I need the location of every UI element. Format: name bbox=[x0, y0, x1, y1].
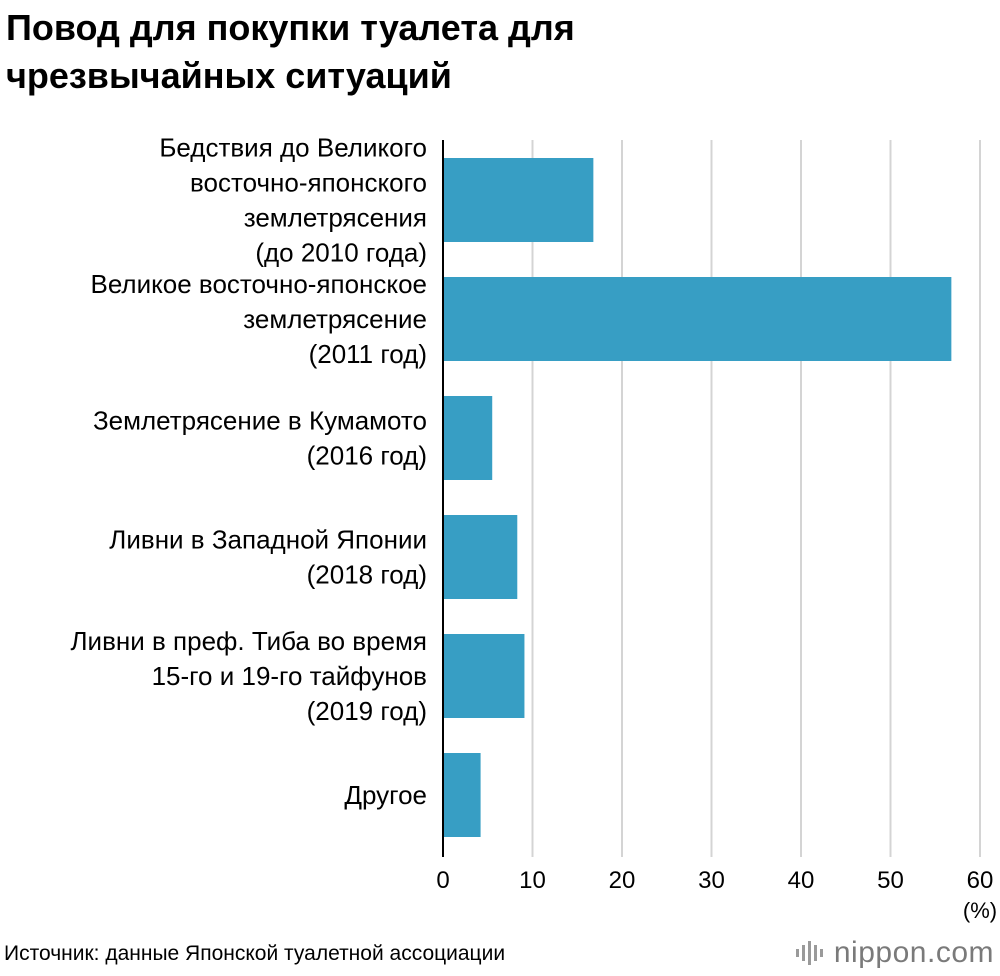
bar-0 bbox=[443, 158, 594, 242]
category-label-3-line-1: (2018 год) bbox=[307, 560, 427, 590]
brand-wordmark: nippon.com bbox=[834, 936, 994, 970]
category-label-0-line-0: Бедствия до Великого bbox=[159, 133, 427, 163]
category-label-1-line-1: землетрясение bbox=[243, 304, 427, 334]
brand-dot: . bbox=[926, 936, 936, 969]
category-label-1-line-2: (2011 год) bbox=[309, 339, 427, 369]
category-label-1: Великое восточно-японское землетрясение (2… bbox=[90, 269, 427, 369]
category-label-0-line-3: (до 2010 года) bbox=[255, 238, 427, 268]
category-label-0-line-2: землетрясения bbox=[244, 203, 427, 233]
x-tick-label-0: 0 bbox=[436, 867, 449, 894]
chart-title: Повод для покупки туалета для чрезвычайн… bbox=[6, 4, 706, 100]
category-label-0-line-1: восточно-японского bbox=[190, 168, 427, 198]
x-tick-label-20: 20 bbox=[609, 867, 636, 894]
category-label-2-line-1: (2016 год) bbox=[307, 441, 427, 471]
x-tick-label-50: 50 bbox=[877, 867, 904, 894]
chart-title-line-2: чрезвычайных ситуаций bbox=[6, 55, 452, 96]
category-label-5: Другое bbox=[344, 780, 427, 810]
nippon-logo-icon bbox=[795, 941, 823, 965]
category-label-4-line-0: Ливни в преф. Тиба во время bbox=[70, 626, 427, 656]
category-label-0: Бедствия до Великого восточно-японского зе… bbox=[159, 133, 427, 268]
bar-1 bbox=[443, 277, 952, 361]
x-axis-unit-label: (%) bbox=[963, 898, 997, 923]
x-tick-label-60: 60 bbox=[967, 867, 994, 894]
bar-2 bbox=[443, 396, 493, 480]
bar-4 bbox=[443, 634, 525, 718]
category-label-1-line-0: Великое восточно-японское bbox=[90, 269, 427, 299]
bar-3 bbox=[443, 515, 518, 599]
brand-name: nippon bbox=[833, 936, 927, 969]
category-label-4-line-2: (2019 год) bbox=[307, 696, 427, 726]
bar-5 bbox=[443, 753, 481, 837]
brand-logo: nippon.com bbox=[794, 936, 994, 970]
category-label-2: Землетрясение в Кумамото (2016 год) bbox=[93, 406, 427, 471]
category-label-4: Ливни в преф. Тиба во время 15-го и 19-го… bbox=[70, 626, 427, 726]
category-label-2-line-0: Землетрясение в Кумамото bbox=[93, 406, 427, 436]
chart-title-line-1: Повод для покупки туалета для bbox=[6, 7, 575, 48]
x-tick-label-30: 30 bbox=[698, 867, 725, 894]
bar-chart: Бедствия до Великого восточно-японского зе… bbox=[70, 133, 997, 924]
x-tick-label-40: 40 bbox=[788, 867, 815, 894]
category-label-5-line-0: Другое bbox=[344, 780, 427, 810]
brand-suffix: com bbox=[935, 936, 994, 969]
source-note: Источник: данные Японской туалетной ассо… bbox=[4, 942, 506, 965]
x-tick-label-10: 10 bbox=[519, 867, 546, 894]
category-label-3: Ливни в Западной Японии (2018 год) bbox=[109, 525, 427, 590]
category-label-3-line-0: Ливни в Западной Японии bbox=[109, 525, 427, 555]
category-label-4-line-1: 15-го и 19-го тайфунов bbox=[152, 661, 427, 691]
